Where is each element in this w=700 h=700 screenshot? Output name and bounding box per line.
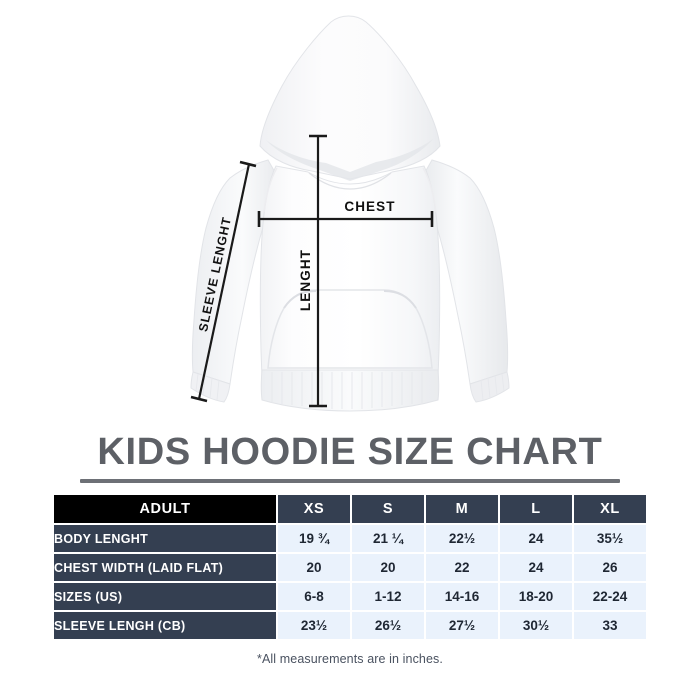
left-cuff-ribbing: [195, 373, 220, 401]
cell-chest-width-s: 20: [352, 554, 424, 581]
right-shoulder-seam: [422, 167, 437, 213]
cell-chest-width-m: 22: [426, 554, 498, 581]
hoodie-illustration: CHEST LENGHT SLEEVE LENGHT: [190, 15, 510, 412]
length-label: LENGHT: [298, 249, 313, 311]
hood-shape: [259, 15, 441, 180]
measurement-units-footnote: *All measurements are in inches.: [257, 652, 443, 666]
cell-body-lenght-xl: 35½: [574, 525, 646, 552]
table-row: SIZES (US) 6-8 1-12 14-16 18-20 22-24: [54, 583, 646, 610]
cell-chest-width-l: 24: [500, 554, 572, 581]
cell-sleeve-lengh-l: 30½: [500, 612, 572, 639]
left-shoulder-seam: [263, 167, 278, 213]
size-table: ADULT XS S M L XL BODY LENGHT 19 ¾ 21 ¼ …: [52, 493, 648, 641]
cell-body-lenght-xs: 19 ¾: [278, 525, 350, 552]
right-cuff-ribbing: [480, 373, 505, 401]
table-corner-header: ADULT: [54, 495, 276, 523]
hem-ribbing: [271, 372, 423, 409]
table-row: SLEEVE LENGH (CB) 23½ 26½ 27½ 30½ 33: [54, 612, 646, 639]
cell-sizes-us-s: 1-12: [352, 583, 424, 610]
size-header-s: S: [352, 495, 424, 523]
table-row: BODY LENGHT 19 ¾ 21 ¼ 22½ 24 35½: [54, 525, 646, 552]
cell-sleeve-lengh-m: 27½: [426, 612, 498, 639]
cell-sizes-us-xl: 22-24: [574, 583, 646, 610]
sleeve-length-measure-line: [190, 160, 257, 403]
cell-sizes-us-m: 14-16: [426, 583, 498, 610]
table-row: CHEST WIDTH (LAID FLAT) 20 20 22 24 26: [54, 554, 646, 581]
cell-body-lenght-m: 22½: [426, 525, 498, 552]
title-block: KIDS HOODIE SIZE CHART: [0, 430, 700, 483]
row-label-body-lenght: BODY LENGHT: [54, 525, 276, 552]
cell-chest-width-xl: 26: [574, 554, 646, 581]
length-measure-line: [309, 134, 327, 408]
row-label-sizes-us: SIZES (US): [54, 583, 276, 610]
row-label-sleeve-lengh: SLEEVE LENGH (CB): [54, 612, 276, 639]
chest-measure-line: [257, 211, 434, 227]
title-underline-rule: [80, 479, 620, 483]
right-cuff: [469, 371, 510, 403]
cell-sleeve-lengh-xs: 23½: [278, 612, 350, 639]
cell-body-lenght-s: 21 ¼: [352, 525, 424, 552]
size-header-l: L: [500, 495, 572, 523]
cell-sizes-us-xs: 6-8: [278, 583, 350, 610]
cell-sleeve-lengh-xl: 33: [574, 612, 646, 639]
size-table-container: ADULT XS S M L XL BODY LENGHT 19 ¾ 21 ¼ …: [52, 493, 648, 641]
neck-seam: [308, 172, 392, 190]
cell-body-lenght-l: 24: [500, 525, 572, 552]
size-header-m: M: [426, 495, 498, 523]
size-header-xl: XL: [574, 495, 646, 523]
hoodie-body: [259, 165, 441, 379]
cell-sizes-us-l: 18-20: [500, 583, 572, 610]
row-label-chest-width: CHEST WIDTH (LAID FLAT): [54, 554, 276, 581]
hem-waistband: [260, 369, 440, 412]
page-title: KIDS HOODIE SIZE CHART: [97, 431, 603, 473]
left-cuff: [190, 371, 231, 403]
hood-opening: [266, 139, 433, 181]
pocket-right-opening: [383, 290, 417, 309]
cell-sleeve-lengh-s: 26½: [352, 612, 424, 639]
pocket-left-opening: [283, 290, 317, 309]
size-header-xs: XS: [278, 495, 350, 523]
table-header-row: ADULT XS S M L XL: [54, 495, 646, 523]
chest-label: CHEST: [344, 199, 395, 214]
cell-chest-width-xs: 20: [278, 554, 350, 581]
